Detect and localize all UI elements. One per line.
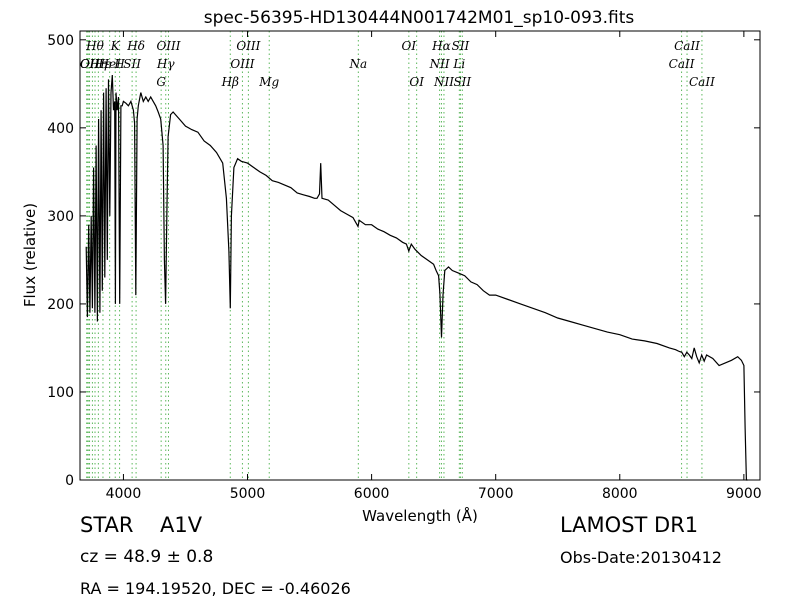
- line-label: Mg: [258, 75, 279, 89]
- line-label: SII: [452, 39, 470, 53]
- x-tick-label: 7000: [478, 486, 514, 502]
- line-label: OII: [80, 57, 100, 71]
- line-label: Hβ: [221, 75, 239, 89]
- emission-line-markers: [86, 31, 703, 480]
- line-label: CaII: [689, 75, 715, 89]
- x-tick-label: 4000: [106, 486, 142, 502]
- line-label: OI: [409, 75, 424, 89]
- x-tick-label: 9000: [726, 486, 762, 502]
- line-label: SII: [453, 75, 471, 89]
- line-label: Hθ: [85, 39, 104, 53]
- x-tick-label: 6000: [354, 486, 390, 502]
- y-tick-label: 100: [47, 385, 74, 401]
- plot-frame: [79, 30, 761, 481]
- line-label: OI: [402, 39, 417, 53]
- spectrum-line: [85, 74, 748, 481]
- y-tick-label: 300: [47, 209, 74, 225]
- y-tick-label: 0: [65, 473, 74, 489]
- object-class: STAR: [80, 513, 134, 537]
- line-label: OII: [80, 57, 100, 71]
- y-axis-label: Flux (relative): [21, 203, 39, 307]
- observation-date: Obs-Date:20130412: [560, 548, 722, 567]
- chart-title: spec-56395-HD130444N001742M01_sp10-093.f…: [204, 8, 635, 28]
- line-label: CaII: [669, 57, 695, 71]
- line-label: Li: [452, 57, 465, 71]
- line-label: G: [156, 75, 166, 89]
- line-label: SII: [123, 57, 141, 71]
- line-label: Hε: [94, 57, 112, 71]
- line-label: Hη: [89, 57, 108, 71]
- line-label: OIII: [156, 39, 180, 53]
- line-label: OIII: [236, 39, 260, 53]
- x-tick-label: 5000: [230, 486, 266, 502]
- survey-name: LAMOST DR1: [560, 513, 699, 537]
- y-axis-ticks: 0 100 200 300 400 500: [47, 33, 760, 489]
- line-label: NII: [433, 75, 454, 89]
- y-tick-label: 200: [47, 297, 74, 313]
- x-axis-ticks: 4000 5000 6000 7000 8000 9000: [106, 31, 762, 502]
- y-tick-label: 500: [47, 33, 74, 49]
- object-subclass: A1V: [160, 513, 203, 537]
- redshift-value: cz = 48.9 ± 0.8: [80, 547, 214, 567]
- line-label: Hδ: [126, 39, 145, 53]
- line-label: CaII: [674, 39, 700, 53]
- line-label: Hγ: [156, 57, 175, 71]
- line-label: Hα: [431, 39, 451, 53]
- line-label: H: [113, 57, 125, 71]
- x-axis-label: Wavelength (Å): [362, 506, 478, 525]
- line-label: OIII: [230, 57, 254, 71]
- line-label: Na: [349, 57, 368, 71]
- coordinates: RA = 194.19520, DEC = -0.46026: [80, 579, 351, 598]
- line-label: HeI: [98, 57, 122, 71]
- x-tick-label: 8000: [602, 486, 638, 502]
- line-label: NII: [429, 57, 450, 71]
- line-label: K: [110, 39, 121, 53]
- y-tick-label: 400: [47, 121, 74, 137]
